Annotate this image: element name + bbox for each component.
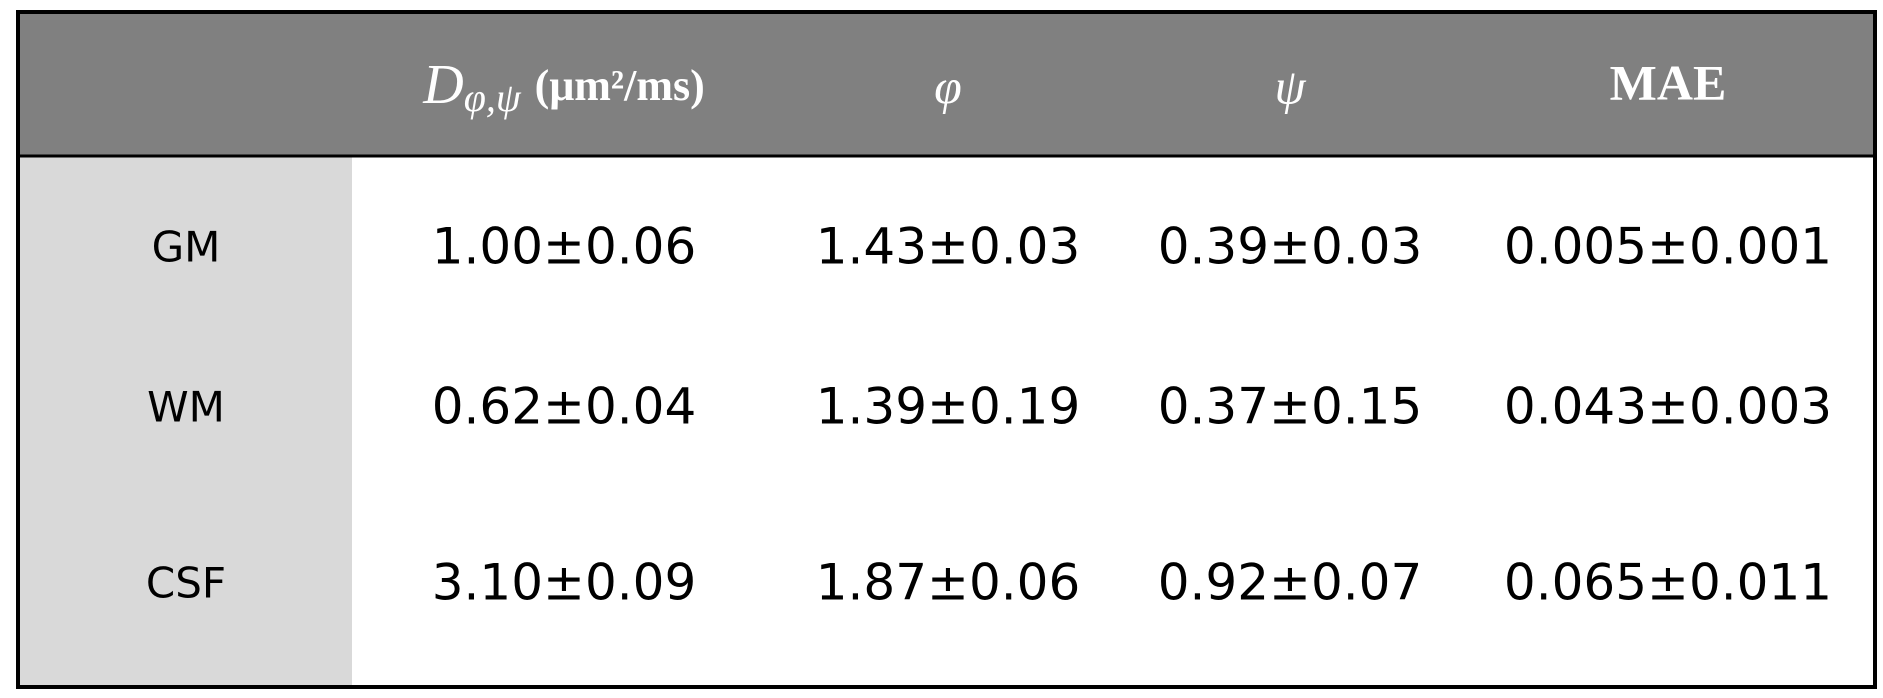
- header-subscript: φ,ψ: [464, 75, 522, 120]
- cell-value: 0.005±0.001: [1504, 218, 1832, 276]
- cell-value: 3.10±0.09: [432, 554, 697, 612]
- cell-value: 0.065±0.011: [1504, 554, 1832, 612]
- cell-value: 0.37±0.15: [1158, 378, 1423, 436]
- row-label: CSF: [146, 559, 226, 608]
- row-label: WM: [147, 383, 225, 432]
- header-cell: ψ: [1274, 58, 1306, 114]
- row-label: GM: [152, 223, 221, 272]
- table-border: [16, 10, 1877, 689]
- header-cell: φ: [934, 58, 962, 114]
- table-body: GM 1.00±0.06 1.43±0.03 0.39±0.03 0.005±0.001…: [146, 218, 1832, 612]
- cell-value: 0.043±0.003: [1504, 378, 1832, 436]
- header-cell: Dφ,ψ (μm²/ms): [422, 54, 705, 120]
- cell-value: 1.39±0.19: [816, 378, 1081, 436]
- cell-value: 1.87±0.06: [816, 554, 1081, 612]
- cell-value: 0.39±0.03: [1158, 218, 1423, 276]
- cell-value: 1.43±0.03: [816, 218, 1081, 276]
- cell-value: 1.00±0.06: [432, 218, 697, 276]
- header-symbol: D: [422, 54, 463, 116]
- header-cell: MAE: [1610, 54, 1727, 110]
- header-row: [18, 12, 1875, 156]
- header-unit: (μm²/ms): [535, 61, 705, 110]
- cell-value: 0.92±0.07: [1158, 554, 1423, 612]
- label-column: [18, 156, 352, 687]
- cell-value: 0.62±0.04: [432, 378, 697, 436]
